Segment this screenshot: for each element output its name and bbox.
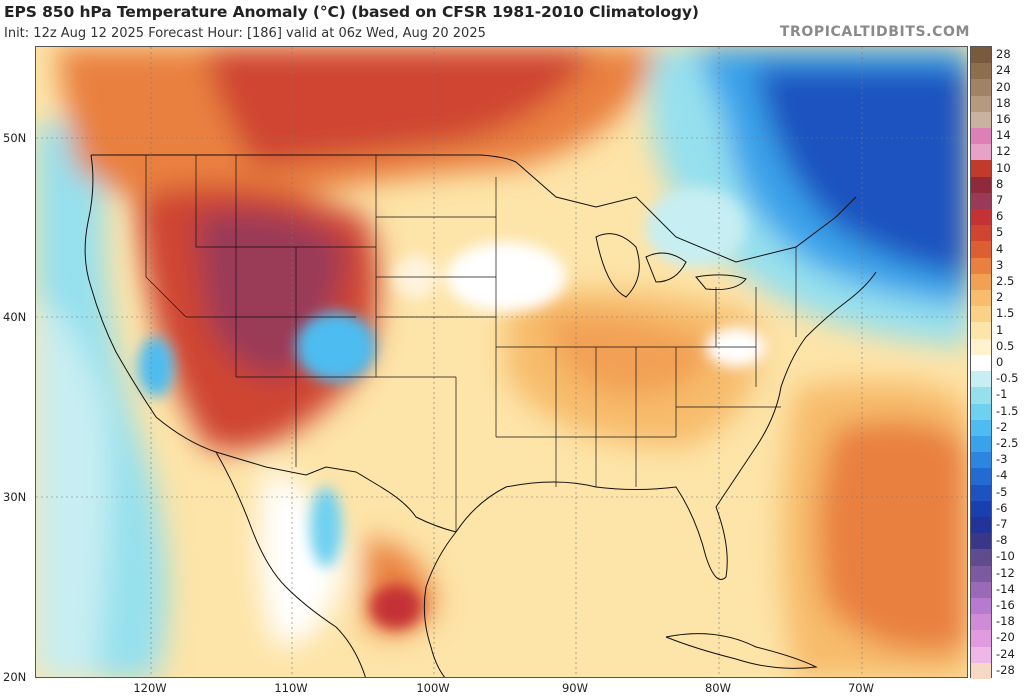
colorbar-label: 0	[996, 355, 1004, 369]
colorbar-label: 10	[996, 160, 1011, 175]
colorbar-label: -18	[996, 614, 1015, 629]
map-canvas	[36, 47, 967, 677]
colorbar-label: -6	[996, 500, 1008, 515]
colorbar-label: 12	[996, 144, 1011, 159]
colorbar-label: -0.5	[996, 371, 1019, 386]
colorbar	[970, 46, 992, 680]
colorbar-cell	[971, 176, 991, 194]
colorbar-label: -2.5	[996, 436, 1019, 451]
colorbar-label: -3	[996, 452, 1008, 467]
colorbar-label: -16	[996, 598, 1015, 613]
colorbar-cell	[971, 500, 991, 518]
colorbar-cell	[971, 516, 991, 534]
colorbar-cell	[971, 306, 991, 323]
boundaries	[84, 154, 877, 677]
colorbar-cell	[971, 484, 991, 502]
colorbar-label: 20	[996, 79, 1011, 94]
chart-title: EPS 850 hPa Temperature Anomaly (°C) (ba…	[4, 3, 699, 21]
colorbar-cell	[971, 338, 991, 356]
colorbar-cell	[971, 533, 991, 550]
colorbar-cell	[971, 403, 991, 421]
colorbar-cell	[971, 322, 991, 340]
colorbar-cell	[971, 290, 991, 307]
colorbar-cell	[971, 209, 991, 226]
colorbar-cell	[971, 646, 991, 664]
colorbar-label: 24	[996, 63, 1011, 78]
colorbar-cell	[971, 128, 991, 145]
colorbar-cell	[971, 144, 991, 161]
colorbar-label: -12	[996, 565, 1015, 580]
colorbar-label: 1	[996, 322, 1004, 337]
state-lines	[145, 155, 797, 532]
colorbar-cell	[971, 160, 991, 178]
colorbar-label: -24	[996, 646, 1015, 661]
colorbar-label: 1.5	[996, 306, 1015, 321]
colorbar-cell	[971, 225, 991, 242]
colorbar-cell	[971, 662, 991, 680]
lat-label-40n: 40N	[3, 310, 27, 324]
colorbar-cell	[971, 435, 991, 453]
colorbar-cell	[971, 273, 991, 291]
lat-label-20n: 20N	[3, 670, 27, 684]
colorbar-label: 6	[996, 209, 1004, 224]
colorbar-label: -20	[996, 630, 1015, 645]
colorbar-label: 28	[996, 47, 1011, 62]
colorbar-cell	[971, 63, 991, 80]
colorbar-cell	[971, 354, 991, 372]
colorbar-label: 8	[996, 176, 1004, 191]
colorbar-cell	[971, 565, 991, 583]
colorbar-cell	[971, 192, 991, 210]
colorbar-label: 5	[996, 225, 1004, 240]
colorbar-label: -4	[996, 468, 1008, 483]
colorbar-cell	[971, 468, 991, 486]
brand-watermark: TROPICALTIDBITS.COM	[779, 24, 970, 40]
colorbar-label: 14	[996, 128, 1011, 143]
colorbar-label: 3	[996, 257, 1004, 272]
anomaly-map	[35, 46, 968, 678]
colorbar-cell	[971, 549, 991, 567]
colorbar-label: 2.5	[996, 273, 1015, 288]
header: EPS 850 hPa Temperature Anomaly (°C) (ba…	[0, 0, 1024, 46]
colorbar-cell	[971, 47, 991, 64]
colorbar-cell	[971, 581, 991, 599]
colorbar-label: 4	[996, 241, 1004, 256]
colorbar-cell	[971, 371, 991, 388]
colorbar-cell	[971, 614, 991, 631]
lon-label-70w: 70W	[847, 681, 875, 695]
lon-label-120w: 120W	[133, 681, 167, 695]
lat-label-30n: 30N	[3, 490, 27, 504]
lon-label-80w: 80W	[704, 681, 732, 695]
field-layers	[36, 47, 967, 677]
colorbar-label: -1	[996, 387, 1008, 402]
colorbar-label: -7	[996, 517, 1008, 532]
colorbar-cell	[971, 452, 991, 469]
colorbar-label: 0.5	[996, 338, 1015, 353]
colorbar-label: -2	[996, 419, 1008, 434]
colorbar-label: 18	[996, 95, 1011, 110]
colorbar-label: -28	[996, 662, 1015, 677]
colorbar-cell	[971, 387, 991, 404]
colorbar-cell	[971, 79, 991, 97]
colorbar-cell	[971, 630, 991, 648]
chart-subtitle: Init: 12z Aug 12 2025 Forecast Hour: [18…	[4, 26, 486, 41]
colorbar-label: -14	[996, 581, 1015, 596]
colorbar-cell	[971, 241, 991, 259]
colorbar-label: 7	[996, 192, 1004, 207]
colorbar-cell	[971, 111, 991, 129]
colorbar-label: -1.5	[996, 403, 1019, 418]
colorbar-label: -5	[996, 484, 1008, 499]
colorbar-cell	[971, 597, 991, 615]
lon-label-110w: 110W	[274, 681, 308, 695]
colorbar-cell	[971, 257, 991, 275]
colorbar-label: -10	[996, 549, 1015, 564]
colorbar-cell	[971, 95, 991, 113]
colorbar-label: 2	[996, 290, 1004, 305]
lon-label-90w: 90W	[561, 681, 589, 695]
colorbar-cell	[971, 419, 991, 437]
colorbar-label: 16	[996, 111, 1011, 126]
colorbar-label: -8	[996, 533, 1008, 548]
lon-label-100w: 100W	[416, 681, 450, 695]
lat-label-50n: 50N	[3, 131, 27, 145]
